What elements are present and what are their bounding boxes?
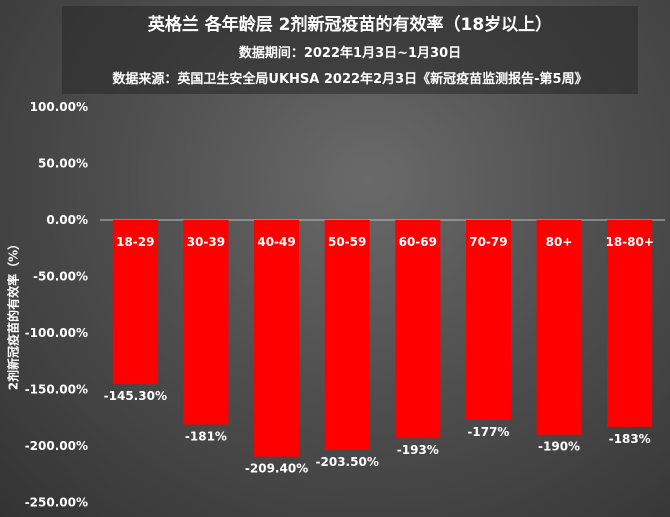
y-tick-label: -250.00% [25,496,88,510]
category-label: 50-59 [328,235,366,249]
data-label: -145.30% [104,389,167,403]
data-label: -203.50% [316,455,379,469]
bar [324,220,370,450]
category-label: 18-80+ [605,235,653,249]
y-tick-label: 50.00% [38,157,88,171]
category-label: 30-39 [187,235,225,249]
category-label: 18-29 [116,235,154,249]
data-label: -190% [538,440,580,454]
chart-title: 英格兰 各年龄层 2剂新冠疫苗的有效率（18岁以上） [147,15,553,35]
y-tick-label: 100.00% [30,100,88,114]
category-label: 80+ [546,235,573,249]
data-label: -183% [609,432,651,446]
title-box: 英格兰 各年龄层 2剂新冠疫苗的有效率（18岁以上） 数据期间：2022年1月3… [62,6,638,94]
data-label: -209.40% [245,462,308,476]
y-tick-label: -100.00% [25,326,88,340]
chart-source: 数据来源：英国卫生安全局UKHSA 2022年2月3日《新冠疫苗监测报告-第5周… [112,72,588,87]
y-tick-label: 0.00% [46,213,88,227]
y-tick-label: -50.00% [33,270,88,284]
bar [536,220,582,435]
bar [465,220,511,421]
y-tick-label: -150.00% [25,383,88,397]
bar [395,220,441,439]
y-tick-label: -200.00% [25,439,88,453]
chart-subtitle: 数据期间：2022年1月3日~1月30日 [238,46,462,61]
bar [254,220,300,457]
category-label: 60-69 [399,235,437,249]
bar [607,220,653,427]
data-label: -177% [467,425,509,439]
category-label: 40-49 [257,235,295,249]
data-label: -193% [397,443,439,457]
category-label: 70-79 [469,235,507,249]
bar [112,220,158,385]
data-label: -181% [185,430,227,444]
bar [183,220,229,425]
